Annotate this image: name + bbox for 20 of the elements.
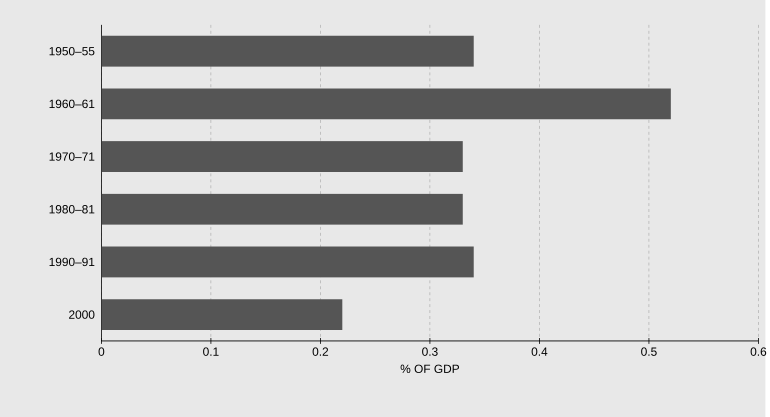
y-tick-label: 1980–81 <box>50 204 94 214</box>
bar <box>101 194 463 224</box>
x-tick-label: 0.1 <box>203 347 219 356</box>
bar <box>101 298 342 330</box>
x-tick-label: 0.5 <box>641 347 657 356</box>
bar <box>101 140 463 172</box>
bar <box>101 88 671 120</box>
x-tick-label: 0.3 <box>422 347 438 356</box>
x-tick-label: 0.2 <box>312 347 328 356</box>
y-tick-label: 1960–61 <box>50 99 94 108</box>
x-axis-title: % OF GDP <box>400 364 459 373</box>
bar <box>101 36 474 66</box>
y-tick-label: 1970–71 <box>50 152 94 161</box>
y-tick-label: 2000 <box>69 310 94 319</box>
y-tick-label: 1950–55 <box>50 46 94 56</box>
y-tick-label: 1990–91 <box>50 257 94 266</box>
x-tick-label: 0 <box>98 347 104 356</box>
x-tick-label: 0.6 <box>750 347 766 356</box>
x-tick-label: 0.4 <box>532 347 548 356</box>
bar <box>101 246 474 278</box>
